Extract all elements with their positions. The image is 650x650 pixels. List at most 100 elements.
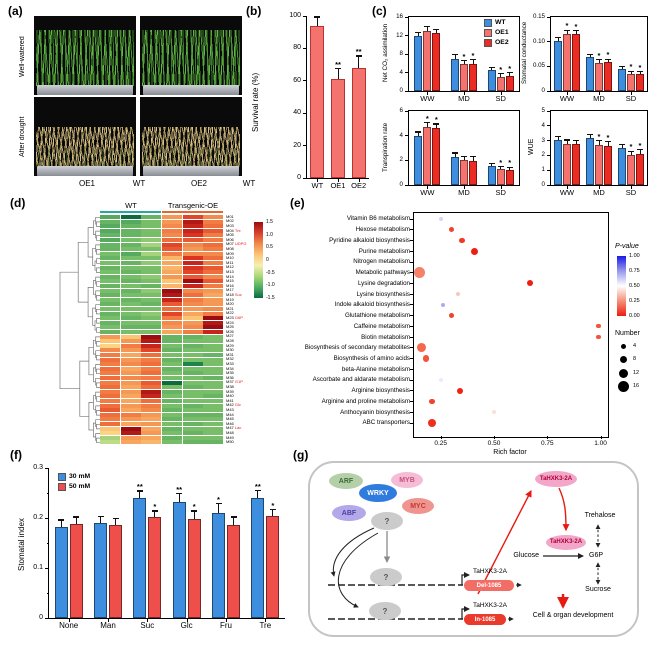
number-legend-label: 8 <box>633 356 637 363</box>
heatmap-cell <box>141 339 162 344</box>
heatmap-cell <box>182 274 203 279</box>
number-legend-dot <box>617 381 629 392</box>
error-bar <box>491 67 493 71</box>
heatmap-cell <box>141 320 162 325</box>
error-bar-cap <box>151 510 158 512</box>
x-cat-label: WW <box>420 94 435 103</box>
heatmap-cell <box>141 233 162 238</box>
heatmap-cell <box>162 265 183 270</box>
error-bar <box>566 140 568 144</box>
heatmap-cell <box>100 247 121 252</box>
tf-ellipse-ARF: ARF <box>329 473 363 489</box>
heatmap-cell <box>141 440 162 445</box>
y-tick <box>405 90 409 92</box>
x-tick <box>440 436 442 439</box>
heatmap-cell <box>120 408 141 413</box>
error-bar-cap <box>97 515 104 517</box>
significance-mark: * <box>153 502 157 511</box>
error-bar-cap <box>587 53 593 55</box>
bubble-point <box>448 227 454 233</box>
heatmap-cell <box>100 362 121 367</box>
x-tick <box>631 91 632 95</box>
error-bar-cap <box>314 16 321 18</box>
metabolite-tag: Suc <box>233 292 242 297</box>
heatmap-cell <box>203 274 224 279</box>
pathway-label: Lysine biosynthesis <box>356 290 410 298</box>
survival_rate-bar-OE2-survival <box>351 67 366 178</box>
error-bar <box>472 60 474 64</box>
heatmap-cell <box>182 431 203 436</box>
error-bar <box>491 164 493 166</box>
error-bar <box>621 66 623 69</box>
heatmap-cell <box>100 302 121 307</box>
stomatal_index-bar-Man-50 mM <box>109 525 122 618</box>
heatmap-cell <box>203 399 224 403</box>
x-cat-label: SD <box>625 94 637 103</box>
p-value-gradient-bar <box>617 256 626 316</box>
heatmap-row-label: M21 <box>226 305 234 311</box>
x-tick <box>500 185 502 189</box>
arrow-unknown-to-del-promoter <box>330 527 375 577</box>
pathway-label: Purine metabolism <box>358 247 410 255</box>
heatmap-row-label: M23 G6P <box>226 315 243 320</box>
heatmap-cell <box>162 279 183 284</box>
heatmap-row-label: M25 <box>226 324 234 330</box>
heatmap-cell <box>141 242 162 247</box>
y-tick <box>547 140 551 142</box>
error-bar <box>417 132 419 136</box>
heatmap-cell <box>100 330 121 334</box>
y-tick <box>405 35 409 36</box>
y-tick-label: 80 <box>293 44 301 52</box>
x-cat-label: OE1 <box>330 181 346 190</box>
number-legend-label: 16 <box>633 383 640 390</box>
error-bar <box>257 491 259 498</box>
y-tick-label: 0.2 <box>33 514 43 521</box>
pathway-label: Nitrogen metabolism <box>353 258 410 266</box>
metabolite-tag: Lac <box>233 425 242 431</box>
p-value-tick-label: 0.75 <box>629 268 640 274</box>
heatmap-row-label: M02 <box>226 218 234 224</box>
heatmap-group-label-Transgenic-OE: Transgenic-OE <box>167 201 219 210</box>
error-bar-cap <box>433 123 440 125</box>
heatmap-cell <box>120 316 141 321</box>
heatmap-row-label: M05 <box>226 232 234 238</box>
bubble-point <box>491 410 497 415</box>
heatmap-cell <box>100 279 121 284</box>
heatmap-cell <box>100 343 121 348</box>
heatmap-cell <box>182 353 203 357</box>
heatmap-cell <box>141 348 162 353</box>
error-bar <box>454 55 456 59</box>
heatmap-cell <box>141 371 162 376</box>
error-bar <box>509 167 511 170</box>
plant-tray <box>143 166 239 176</box>
plant-photo-well-watered-oe2-wt <box>140 16 242 95</box>
y-tick <box>405 135 409 137</box>
heatmap-row-label: M19 <box>226 296 234 302</box>
y-tick <box>303 47 307 49</box>
heatmap-cell <box>162 270 183 275</box>
significance-mark: * <box>606 132 610 142</box>
significance-mark: * <box>597 131 601 141</box>
pathway-label: ABC transporters <box>362 419 410 427</box>
error-bar-cap <box>573 140 579 142</box>
heatmap-cell <box>162 288 183 293</box>
x-tick <box>226 618 227 622</box>
heatmap-cell <box>120 233 141 238</box>
heatmap-cell <box>120 362 141 367</box>
heatmap-cell <box>100 215 121 219</box>
y-minor-tick <box>46 492 49 494</box>
heatmap-scale-tick-label: 0.5 <box>266 244 273 251</box>
number-legend-title: Number <box>615 330 640 337</box>
heatmap-cell <box>100 297 121 302</box>
heatmap-cell <box>120 224 141 229</box>
heatmap-cell <box>203 376 224 380</box>
x-cat-label: MD <box>593 188 605 197</box>
heatmap-cell <box>162 371 183 376</box>
heatmap-cell <box>182 371 203 376</box>
heatmap-cell <box>182 403 203 408</box>
heatmap-cell <box>120 417 141 422</box>
heatmap-cell <box>182 422 203 426</box>
plant-photo-drought-oe1-wt <box>34 97 136 176</box>
y-tick-label: 0 <box>541 87 545 94</box>
error-bar <box>589 55 591 58</box>
